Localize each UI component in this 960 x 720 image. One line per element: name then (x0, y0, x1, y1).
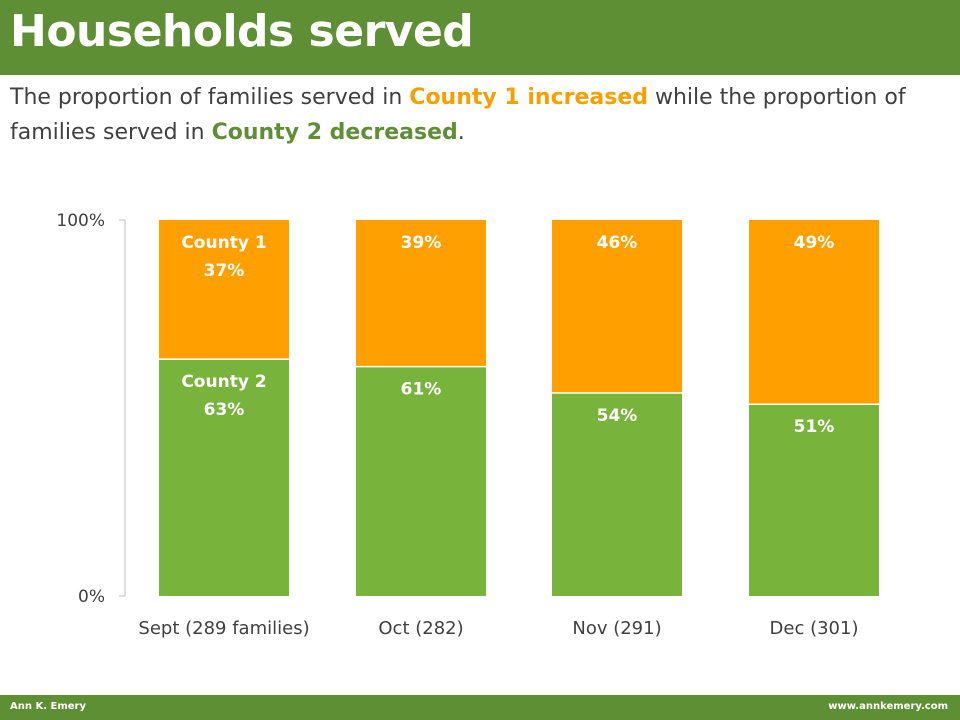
data-label-value: 39% (401, 233, 442, 253)
bar-segment-county-2 (552, 392, 682, 596)
bar-segment-county-2 (159, 359, 289, 596)
title-bar: Households served (0, 0, 960, 75)
x-tick-label: Nov (291) (572, 618, 661, 639)
data-label-value: 54% (597, 406, 638, 426)
data-label-value: 51% (794, 417, 835, 437)
subtitle-part-1: The proportion of families served in (10, 85, 410, 110)
data-label-value: 46% (597, 233, 638, 253)
x-tick-label: Sept (289 families) (138, 618, 309, 639)
y-tick-label: 100% (56, 211, 105, 231)
x-tick-label: Dec (301) (770, 618, 859, 639)
y-tick-label: 0% (78, 587, 105, 607)
bar-segment-county-1 (356, 220, 486, 367)
footer-website: www.annkemery.com (828, 701, 948, 712)
data-label-value: 61% (401, 380, 442, 400)
subtitle-part-3: . (457, 120, 465, 145)
footer-author: Ann K. Emery (10, 701, 86, 712)
bar-segment-county-1 (552, 220, 682, 393)
bar-segment-county-2 (356, 366, 486, 596)
data-label-series-name: County 2 (181, 372, 266, 392)
footer-bar: Ann K. Emery www.annkemery.com (0, 695, 960, 720)
bar-segment-county-2 (749, 404, 879, 596)
page-title: Households served (10, 6, 474, 57)
data-label-value: 37% (204, 261, 245, 281)
subtitle-highlight-county-2: County 2 decreased (211, 120, 458, 145)
data-label-series-name: County 1 (181, 233, 266, 253)
subtitle-highlight-county-1: County 1 increased (409, 85, 648, 110)
chart-subtitle: The proportion of families served in Cou… (10, 80, 940, 150)
data-label-value: 49% (794, 233, 835, 253)
bar-segment-county-1 (159, 220, 289, 360)
x-tick-label: Oct (282) (378, 618, 463, 639)
subtitle-part-2: while the proportion of families served … (10, 85, 906, 145)
data-label-value: 63% (204, 400, 245, 420)
bar-segment-county-1 (749, 220, 879, 405)
